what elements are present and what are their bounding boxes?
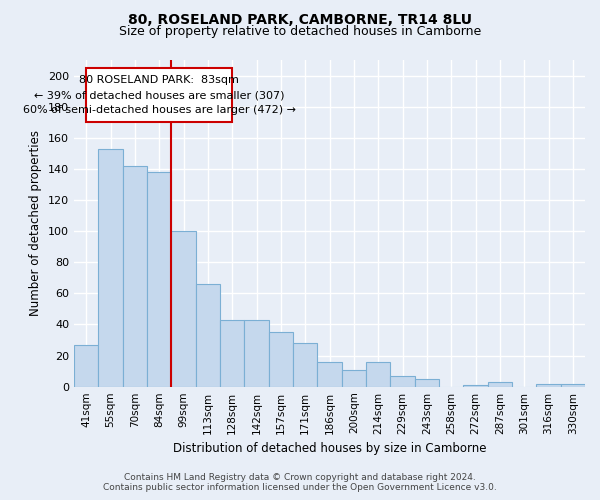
- Bar: [172, 231, 196, 386]
- Bar: [244, 320, 269, 386]
- Bar: [269, 332, 293, 386]
- Text: 80, ROSELAND PARK, CAMBORNE, TR14 8LU: 80, ROSELAND PARK, CAMBORNE, TR14 8LU: [128, 12, 472, 26]
- Bar: [147, 172, 172, 386]
- Bar: [293, 343, 317, 386]
- X-axis label: Distribution of detached houses by size in Camborne: Distribution of detached houses by size …: [173, 442, 486, 455]
- Bar: [317, 362, 341, 386]
- Bar: [463, 385, 488, 386]
- Bar: [536, 384, 560, 386]
- Text: 60% of semi-detached houses are larger (472) →: 60% of semi-detached houses are larger (…: [23, 105, 296, 115]
- Text: ← 39% of detached houses are smaller (307): ← 39% of detached houses are smaller (30…: [34, 90, 284, 100]
- Bar: [196, 284, 220, 386]
- Bar: [220, 320, 244, 386]
- Y-axis label: Number of detached properties: Number of detached properties: [29, 130, 43, 316]
- Bar: [560, 384, 585, 386]
- Bar: [98, 148, 122, 386]
- Bar: [341, 370, 366, 386]
- Bar: [415, 379, 439, 386]
- Bar: [366, 362, 391, 386]
- Bar: [74, 344, 98, 387]
- Bar: [488, 382, 512, 386]
- Text: Size of property relative to detached houses in Camborne: Size of property relative to detached ho…: [119, 25, 481, 38]
- Bar: [122, 166, 147, 386]
- Text: Contains HM Land Registry data © Crown copyright and database right 2024.
Contai: Contains HM Land Registry data © Crown c…: [103, 473, 497, 492]
- Text: 80 ROSELAND PARK:  83sqm: 80 ROSELAND PARK: 83sqm: [79, 75, 239, 85]
- Bar: [391, 376, 415, 386]
- FancyBboxPatch shape: [86, 68, 232, 122]
